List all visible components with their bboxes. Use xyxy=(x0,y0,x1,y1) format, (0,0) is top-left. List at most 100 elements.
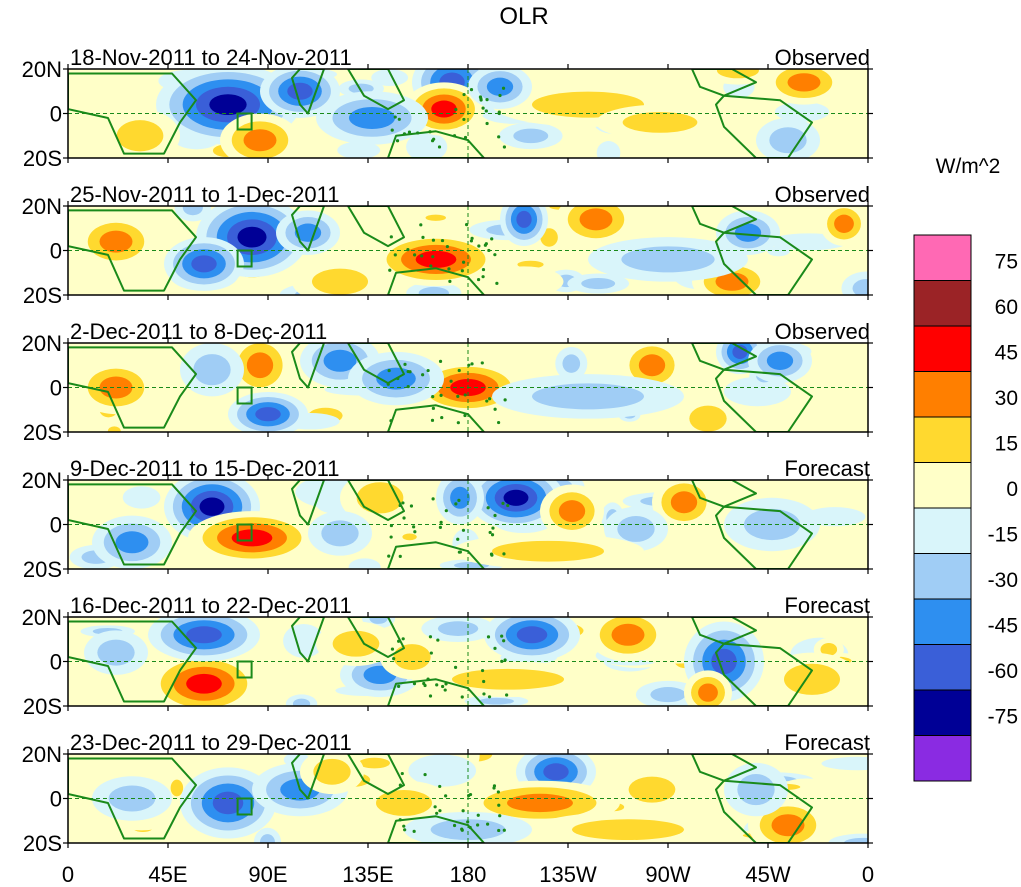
island xyxy=(401,637,405,641)
anomaly-contour xyxy=(406,132,448,158)
anomaly-contour xyxy=(581,278,616,290)
island xyxy=(463,135,468,140)
island xyxy=(497,803,501,807)
island xyxy=(489,552,494,556)
anomaly-contour xyxy=(478,697,514,705)
anomaly-contour xyxy=(74,91,119,126)
island xyxy=(435,683,439,687)
latitude-tick-label: 0 xyxy=(50,787,62,812)
colorbar-label: 0 xyxy=(1006,478,1018,501)
island xyxy=(447,267,451,271)
island xyxy=(481,275,485,279)
island xyxy=(453,665,458,669)
longitude-tick-label: 180 xyxy=(450,862,487,887)
panel-date-range: 16-Dec-2011 to 22-Dec-2011 xyxy=(70,593,352,618)
island xyxy=(457,550,461,554)
island xyxy=(398,503,402,508)
anomaly-contour xyxy=(294,223,322,242)
island xyxy=(401,501,405,505)
island xyxy=(456,421,460,425)
island xyxy=(486,506,490,510)
anomaly-contour xyxy=(621,246,715,273)
island xyxy=(440,415,444,420)
anomaly-contour xyxy=(107,426,121,432)
island xyxy=(454,107,458,112)
longitude-tick-label: 0 xyxy=(62,862,74,887)
latitude-tick-label: 20S xyxy=(23,831,62,856)
island xyxy=(426,677,430,681)
anomaly-contour xyxy=(784,663,840,695)
panel-type-label: Forecast xyxy=(784,593,870,618)
colorbar-label: -45 xyxy=(988,615,1018,638)
island xyxy=(428,130,432,134)
anomaly-contour xyxy=(437,621,479,636)
island xyxy=(461,260,466,264)
anomaly-contour xyxy=(540,228,558,247)
island xyxy=(432,137,436,141)
anomaly-contour xyxy=(302,480,346,508)
colorbar-label: 60 xyxy=(995,296,1018,319)
island xyxy=(413,530,417,534)
anomaly-contour xyxy=(97,639,135,666)
anomaly-contour xyxy=(516,210,532,228)
island xyxy=(482,692,486,696)
anomaly-contour xyxy=(122,486,161,509)
island xyxy=(493,253,497,257)
anomaly-contour xyxy=(199,497,225,516)
latitude-tick-label: 20S xyxy=(23,557,62,582)
island xyxy=(498,814,502,818)
island xyxy=(493,407,497,411)
panel-date-range: 2-Dec-2011 to 8-Dec-2011 xyxy=(70,319,327,344)
anomaly-contour xyxy=(243,129,277,152)
anomaly-contour xyxy=(486,77,514,96)
island xyxy=(457,368,461,373)
island xyxy=(502,552,506,556)
island xyxy=(386,382,390,386)
panel-type-label: Observed xyxy=(775,182,870,207)
island xyxy=(487,695,492,699)
anomaly-contour xyxy=(450,486,470,509)
island xyxy=(498,93,502,98)
island xyxy=(403,828,407,832)
anomaly-contour xyxy=(369,617,388,624)
island xyxy=(431,497,435,501)
island xyxy=(481,106,485,110)
island xyxy=(441,684,445,689)
island xyxy=(402,824,406,828)
coastline xyxy=(691,617,757,645)
island xyxy=(400,771,404,776)
island xyxy=(439,520,443,524)
anomaly-contour xyxy=(313,758,351,785)
anomaly-contour xyxy=(562,354,581,373)
coastline xyxy=(715,642,813,706)
island xyxy=(389,535,393,539)
island xyxy=(428,694,433,698)
anomaly-contour xyxy=(821,756,868,771)
island xyxy=(497,828,501,833)
colorbar-swatch xyxy=(913,462,972,509)
panel-type-label: Observed xyxy=(775,45,870,70)
island xyxy=(460,828,464,832)
anomaly-contour xyxy=(323,349,357,372)
anomaly-field xyxy=(68,754,868,843)
island xyxy=(461,809,465,813)
map-panel: 25-Nov-2011 to 1-Dec-2011 Observed 20N 0 20S xyxy=(22,182,873,308)
latitude-tick-label: 20N xyxy=(22,331,62,356)
island xyxy=(485,98,489,102)
anomaly-contour xyxy=(246,352,274,379)
island xyxy=(421,235,425,239)
colorbar-swatch xyxy=(913,325,972,372)
anomaly-contour xyxy=(186,673,222,694)
island xyxy=(390,647,395,651)
island xyxy=(500,634,504,638)
island xyxy=(409,504,414,508)
island xyxy=(456,537,460,541)
anomaly-contour xyxy=(732,344,748,359)
colorbar-units: W/m^2 xyxy=(936,155,1001,178)
map-panel: 23-Dec-2011 to 29-Dec-2011 Forecast 20N 0 20… xyxy=(22,730,873,856)
latitude-tick-label: 20S xyxy=(23,694,62,719)
island xyxy=(387,368,391,373)
island xyxy=(397,639,401,643)
anomaly-field xyxy=(68,206,868,295)
anomaly-contour xyxy=(650,687,686,703)
